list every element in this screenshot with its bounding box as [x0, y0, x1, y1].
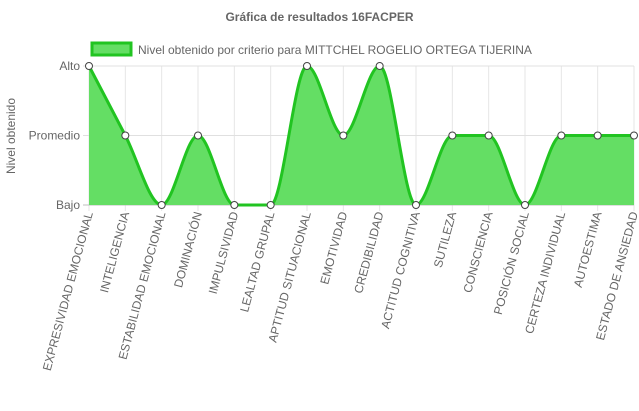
y-axis-title: Nivel obtenido: [4, 98, 18, 174]
y-tick-label: Bajo: [56, 198, 80, 212]
data-point[interactable]: [593, 131, 602, 140]
y-axis-ticks: Bajo Promedio Alto: [29, 59, 81, 212]
data-point[interactable]: [339, 131, 348, 140]
data-point[interactable]: [448, 131, 457, 140]
chart-title: Gráfica de resultados 16FACPER: [225, 10, 413, 24]
x-tick-label: LEALTAD GRUPAL: [237, 210, 277, 314]
data-point[interactable]: [230, 201, 239, 209]
data-point[interactable]: [121, 131, 130, 140]
data-point[interactable]: [375, 62, 384, 70]
data-point[interactable]: [85, 62, 93, 70]
x-tick-label: CERTEZA INDIVIDUAL: [522, 210, 568, 335]
data-point[interactable]: [557, 131, 566, 140]
x-tick-label: EMOTIVIDAD: [317, 210, 350, 286]
y-tick-label: Alto: [59, 59, 80, 73]
legend-label: Nivel obtenido por criterio para MITTCHE…: [138, 43, 532, 57]
data-point[interactable]: [412, 201, 420, 209]
data-point[interactable]: [484, 131, 493, 140]
data-point[interactable]: [630, 131, 638, 140]
data-point[interactable]: [521, 201, 529, 209]
x-tick-label: EXPRESIVIDAD EMOCIONAL: [40, 210, 96, 372]
y-tick-label: Promedio: [29, 129, 81, 143]
series-line: [87, 64, 634, 207]
x-tick-label: INTELIGENCIA: [97, 210, 132, 294]
x-tick-label: IMPULSIVIDAD: [206, 210, 242, 296]
data-point[interactable]: [266, 201, 275, 209]
x-axis-ticks: EXPRESIVIDAD EMOCIONAL INTELIGENCIAESTABI…: [40, 210, 639, 373]
series-area: [87, 64, 634, 207]
x-tick-label: CREDIBILIDAD: [351, 210, 386, 295]
series-points: [85, 62, 638, 209]
x-tick-label: AUTOESTIMA: [571, 210, 605, 289]
x-tick-label: CONSCIENCIA: [460, 210, 495, 294]
data-point[interactable]: [303, 62, 311, 70]
data-point[interactable]: [194, 131, 202, 140]
legend-swatch: [90, 41, 133, 57]
x-tick-label: POSICIÓN SOCIAL: [490, 210, 532, 317]
legend[interactable]: Nivel obtenido por criterio para MITTCHE…: [90, 41, 532, 57]
data-point[interactable]: [157, 201, 166, 209]
x-tick-label: DOMINACIÓN: [170, 210, 205, 289]
x-tick-label: ACTITUD COGNITIVA: [378, 210, 423, 330]
series-area-fill: [89, 66, 634, 205]
x-tick-label: SUTILEZA: [431, 210, 459, 269]
